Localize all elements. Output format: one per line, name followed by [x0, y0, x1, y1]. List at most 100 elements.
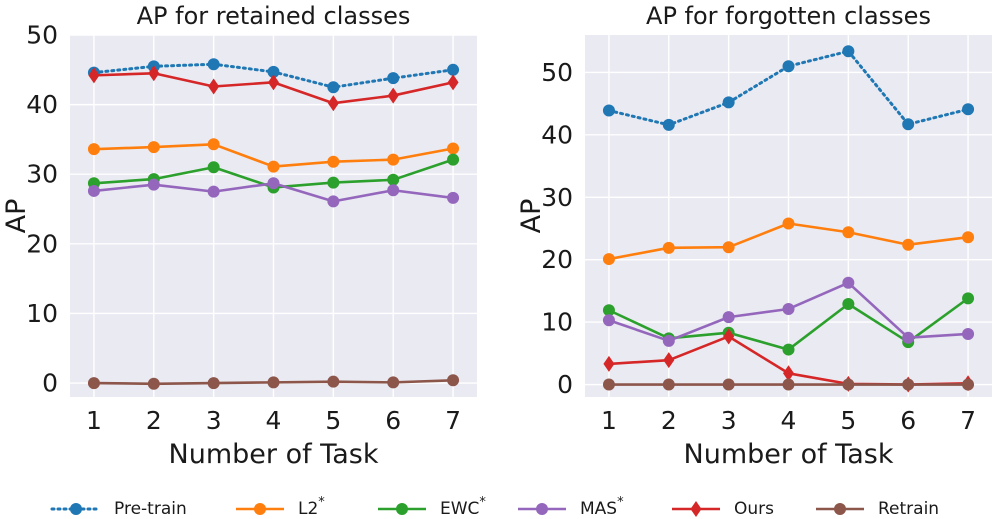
data-point — [327, 375, 340, 388]
y-tick-label: 0 — [42, 369, 58, 398]
data-point — [387, 153, 400, 166]
y-tick-label: 40 — [26, 90, 58, 119]
x-tick-label: 1 — [601, 406, 617, 435]
y-tick-label: 10 — [541, 308, 573, 337]
data-point — [902, 238, 915, 251]
legend-marker — [254, 503, 266, 515]
data-point — [87, 377, 100, 390]
data-point — [662, 118, 675, 131]
data-point — [267, 177, 280, 190]
y-tick-label: 50 — [26, 21, 58, 50]
data-point — [783, 365, 794, 382]
data-point — [207, 138, 220, 151]
data-point — [88, 67, 100, 84]
legend-label: EWC* — [440, 495, 486, 519]
x-axis-label: Number of Task — [684, 439, 894, 470]
data-point — [842, 226, 855, 239]
data-point — [662, 241, 675, 254]
data-point — [782, 60, 795, 73]
legend-item-retrain: Retrain — [816, 499, 939, 519]
y-tick-label: 10 — [26, 299, 58, 328]
data-point — [782, 343, 795, 356]
data-point — [267, 376, 280, 389]
chart-forgotten-classes: 0 10 20 30 40 50 1 2 3 4 5 6 7 AP for forgotten class… — [516, 2, 992, 470]
series-l2 — [602, 217, 975, 266]
data-point — [387, 376, 400, 389]
x-tick-label: 7 — [960, 406, 976, 435]
data-point — [722, 241, 735, 254]
x-tick-label: 5 — [325, 406, 341, 435]
data-point — [327, 81, 340, 94]
data-point — [267, 65, 280, 78]
x-tick-label: 3 — [721, 406, 737, 435]
x-tick-label: 6 — [900, 406, 916, 435]
legend-marker — [70, 503, 82, 515]
series-mas — [87, 177, 460, 208]
legend-marker — [690, 501, 702, 517]
chart-retained-classes: 0 10 20 30 40 50 1 2 3 4 5 6 7 AP for retained classe… — [1, 2, 477, 470]
data-point — [962, 231, 975, 244]
series-ours — [88, 65, 459, 112]
legend-marker — [396, 503, 408, 515]
data-point — [902, 331, 915, 344]
data-point — [387, 173, 400, 186]
series-mas — [602, 276, 975, 347]
data-point — [447, 74, 459, 91]
x-tick-label: 2 — [661, 406, 677, 435]
legend-item-l2: L2* — [236, 495, 325, 519]
data-point — [208, 78, 220, 95]
data-point — [147, 178, 160, 191]
data-point — [268, 74, 279, 91]
data-point — [147, 377, 160, 390]
data-point — [722, 311, 735, 324]
x-tick-label: 3 — [206, 406, 222, 435]
data-point — [962, 103, 975, 116]
data-point — [842, 276, 855, 289]
data-point — [782, 378, 795, 391]
data-point — [602, 314, 615, 327]
legend-item-ours: Ours — [672, 499, 774, 519]
y-tick-label: 20 — [26, 229, 58, 258]
data-point — [723, 328, 735, 345]
chart-title: AP for retained classes — [137, 2, 411, 30]
y-tick-label: 20 — [541, 245, 573, 274]
data-point — [602, 304, 615, 317]
series-pre-train — [602, 45, 975, 131]
legend-item-pre-train: Pre-train — [50, 499, 187, 519]
series-l2 — [87, 138, 460, 173]
data-point — [662, 334, 675, 347]
data-point — [207, 185, 220, 198]
legend-label: Retrain — [878, 499, 939, 519]
data-point — [842, 378, 855, 391]
data-point — [722, 96, 735, 109]
data-point — [327, 176, 340, 189]
data-point — [602, 104, 615, 117]
data-point — [148, 65, 160, 82]
data-point — [447, 374, 460, 387]
data-point — [387, 87, 399, 104]
y-tick-label: 40 — [541, 120, 573, 149]
series-retrain — [602, 378, 975, 391]
x-tick-label: 7 — [445, 406, 461, 435]
data-point — [902, 118, 915, 131]
data-point — [782, 217, 795, 230]
data-point — [147, 141, 160, 154]
data-point — [842, 45, 855, 58]
y-axis-label: AP — [516, 199, 547, 234]
legend-marker — [536, 503, 548, 515]
y-tick-label: 30 — [541, 183, 573, 212]
legend-label: Ours — [734, 499, 774, 519]
data-point — [722, 378, 735, 391]
x-tick-label: 4 — [781, 406, 797, 435]
legend-label: MAS* — [580, 495, 624, 519]
data-point — [447, 63, 460, 76]
x-tick-label: 1 — [86, 406, 102, 435]
y-tick-label: 30 — [26, 160, 58, 189]
data-point — [87, 184, 100, 197]
data-point — [902, 378, 915, 391]
data-point — [207, 161, 220, 174]
y-tick-label: 50 — [541, 58, 573, 87]
data-point — [327, 155, 340, 168]
legend-item-ewc: EWC* — [378, 495, 486, 519]
